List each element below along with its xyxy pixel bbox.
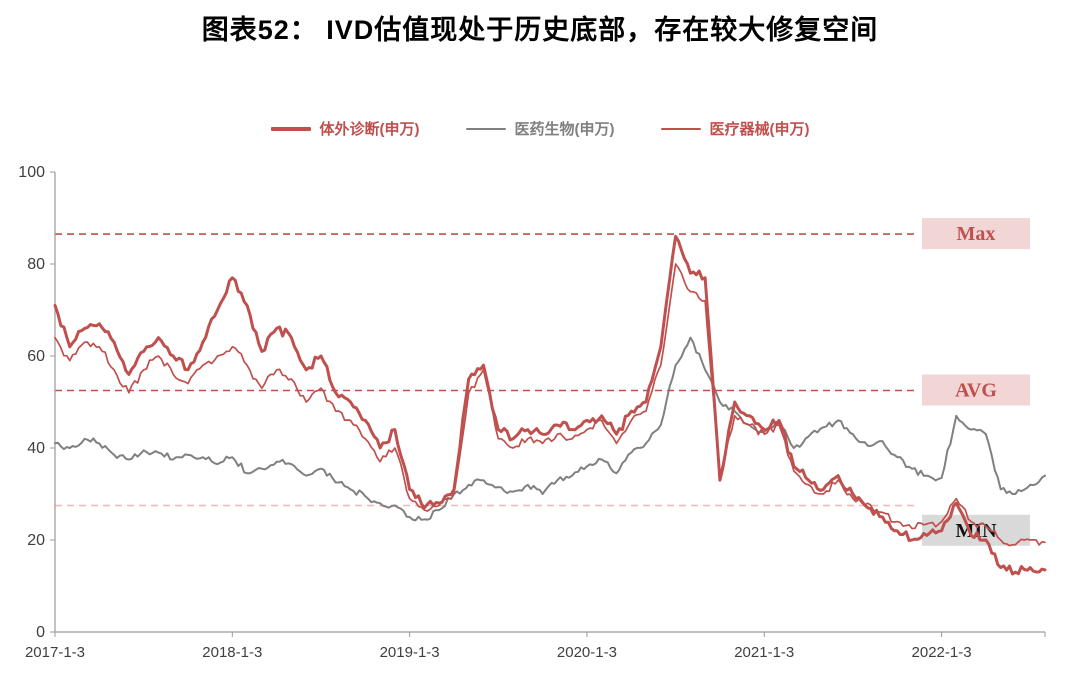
x-tick-label: 2018-1-3 [202, 644, 262, 661]
y-tick-label: 60 [27, 348, 45, 365]
ref-label-avg: AVG [955, 380, 997, 402]
ref-label-max: Max [957, 223, 996, 245]
y-tick-label: 40 [27, 440, 45, 457]
y-tick-label: 0 [36, 624, 45, 641]
legend-item-medical-devices: 医疗器械(申万) [660, 118, 810, 139]
legend-label-pharma-bio: 医药生物(申万) [514, 121, 615, 138]
legend-swatch-medical-devices [660, 127, 701, 130]
x-tick-label: 2020-1-3 [557, 644, 617, 661]
y-tick-label: 100 [18, 164, 45, 181]
legend-label-medical-devices: 医疗器械(申万) [709, 121, 810, 138]
x-tick-label: 2017-1-3 [25, 644, 85, 661]
x-tick-label: 2022-1-3 [912, 644, 972, 661]
y-tick-label: 80 [27, 256, 45, 273]
legend-swatch-pharma-bio [465, 127, 506, 130]
x-tick-label: 2019-1-3 [380, 644, 440, 661]
legend-item-pharma-bio: 医药生物(申万) [465, 118, 615, 139]
legend-item-ivd: 体外诊断(申万) [270, 118, 420, 139]
series-medical-devices-line [54, 263, 1046, 547]
x-tick-label: 2021-1-3 [734, 644, 794, 661]
ref-label-box-avg [922, 374, 1030, 406]
legend: 体外诊断(申万) 医药生物(申万) 医疗器械(申万) [0, 118, 1080, 139]
legend-label-ivd: 体外诊断(申万) [319, 121, 420, 138]
series-ivd-line [53, 234, 1047, 576]
y-tick-label: 20 [27, 532, 45, 549]
ref-label-box-max [922, 218, 1030, 250]
chart-title: 图表52： IVD估值现处于历史底部，存在较大修复空间 [201, 15, 879, 45]
series-pharma-bio-line [54, 336, 1046, 522]
legend-swatch-ivd [270, 126, 311, 131]
